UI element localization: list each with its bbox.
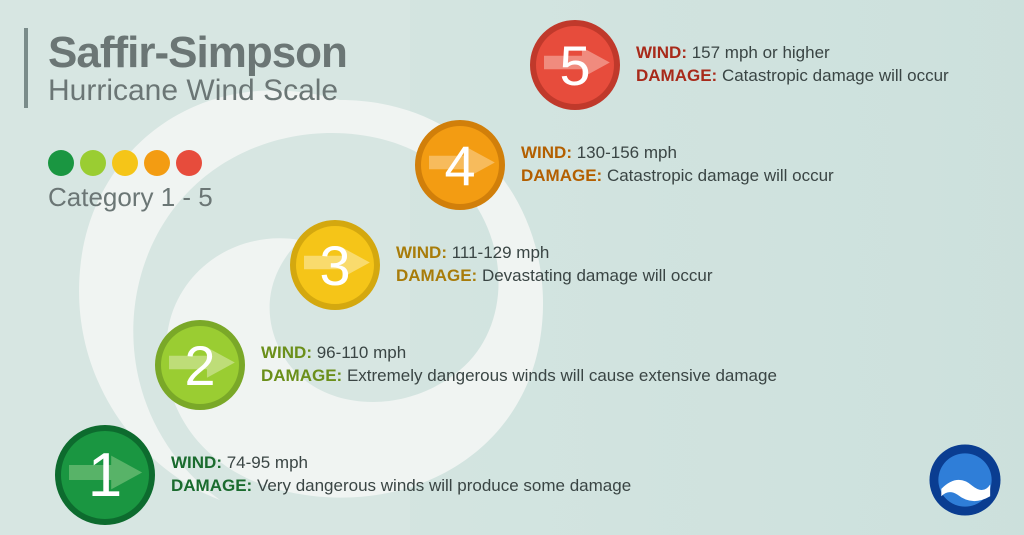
category-number: 4	[444, 133, 475, 198]
category-text-4: WIND: 130-156 mphDAMAGE: Catastropic dam…	[521, 142, 834, 188]
damage-label: DAMAGE:	[521, 166, 602, 185]
category-circle-1: 1	[55, 425, 155, 525]
category-text-5: WIND: 157 mph or higherDAMAGE: Catastrop…	[636, 42, 949, 88]
legend-dot-3	[112, 150, 138, 176]
legend-dots-row	[48, 150, 213, 176]
damage-value: Very dangerous winds will produce some d…	[257, 476, 631, 495]
category-1: 1WIND: 74-95 mphDAMAGE: Very dangerous w…	[55, 425, 631, 525]
legend-dot-1	[48, 150, 74, 176]
damage-value: Catastropic damage will occur	[722, 66, 949, 85]
damage-value: Devastating damage will occur	[482, 266, 713, 285]
wind-line: WIND: 157 mph or higher	[636, 42, 949, 65]
category-5: 5WIND: 157 mph or higherDAMAGE: Catastro…	[530, 20, 949, 110]
category-circle-3: 3	[290, 220, 380, 310]
damage-label: DAMAGE:	[636, 66, 717, 85]
category-text-2: WIND: 96-110 mphDAMAGE: Extremely danger…	[261, 342, 777, 388]
damage-label: DAMAGE:	[396, 266, 477, 285]
category-number: 2	[184, 333, 215, 398]
damage-line: DAMAGE: Very dangerous winds will produc…	[171, 475, 631, 498]
category-circle-5: 5	[530, 20, 620, 110]
wind-label: WIND:	[171, 453, 222, 472]
legend-dot-2	[80, 150, 106, 176]
category-2: 2WIND: 96-110 mphDAMAGE: Extremely dange…	[155, 320, 777, 410]
wind-value: 74-95 mph	[227, 453, 308, 472]
wind-label: WIND:	[396, 243, 447, 262]
title: Saffir-Simpson	[48, 28, 347, 78]
subtitle: Hurricane Wind Scale	[48, 74, 347, 108]
damage-label: DAMAGE:	[261, 366, 342, 385]
damage-label: DAMAGE:	[171, 476, 252, 495]
wind-value: 157 mph or higher	[692, 43, 830, 62]
category-3: 3WIND: 111-129 mphDAMAGE: Devastating da…	[290, 220, 713, 310]
category-circle-2: 2	[155, 320, 245, 410]
category-number: 5	[559, 33, 590, 98]
category-number: 3	[319, 233, 350, 298]
category-circle-4: 4	[415, 120, 505, 210]
damage-value: Extremely dangerous winds will cause ext…	[347, 366, 777, 385]
damage-value: Catastropic damage will occur	[607, 166, 834, 185]
legend-dot-5	[176, 150, 202, 176]
legend-dot-4	[144, 150, 170, 176]
wind-label: WIND:	[521, 143, 572, 162]
damage-line: DAMAGE: Catastropic damage will occur	[521, 165, 834, 188]
damage-line: DAMAGE: Catastropic damage will occur	[636, 65, 949, 88]
noaa-logo	[928, 443, 1002, 517]
wind-value: 130-156 mph	[577, 143, 677, 162]
wind-line: WIND: 74-95 mph	[171, 452, 631, 475]
wind-label: WIND:	[261, 343, 312, 362]
category-text-3: WIND: 111-129 mphDAMAGE: Devastating dam…	[396, 242, 713, 288]
wind-line: WIND: 130-156 mph	[521, 142, 834, 165]
category-number: 1	[88, 440, 122, 511]
legend-label: Category 1 - 5	[48, 182, 213, 213]
wind-line: WIND: 96-110 mph	[261, 342, 777, 365]
category-4: 4WIND: 130-156 mphDAMAGE: Catastropic da…	[415, 120, 834, 210]
damage-line: DAMAGE: Devastating damage will occur	[396, 265, 713, 288]
wind-value: 96-110 mph	[317, 343, 406, 362]
wind-line: WIND: 111-129 mph	[396, 242, 713, 265]
category-text-1: WIND: 74-95 mphDAMAGE: Very dangerous wi…	[171, 452, 631, 498]
legend-block: Category 1 - 5	[24, 150, 213, 213]
header-block: Saffir-Simpson Hurricane Wind Scale	[24, 28, 347, 108]
wind-label: WIND:	[636, 43, 687, 62]
damage-line: DAMAGE: Extremely dangerous winds will c…	[261, 365, 777, 388]
wind-value: 111-129 mph	[452, 243, 550, 262]
